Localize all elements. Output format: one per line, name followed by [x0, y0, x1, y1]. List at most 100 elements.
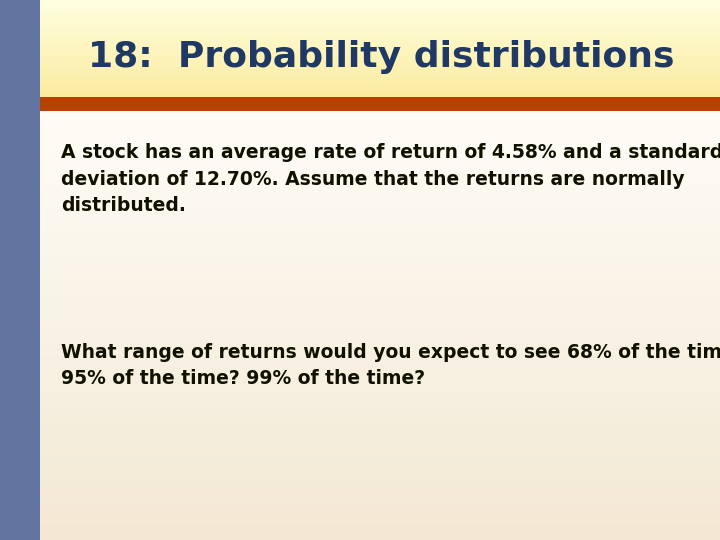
- Bar: [0, 113, 720, 122]
- Bar: [0, 187, 720, 195]
- Bar: [0, 32, 720, 35]
- Bar: [0, 495, 720, 503]
- Bar: [0, 355, 720, 364]
- Bar: [0, 14, 720, 17]
- Bar: [0, 531, 720, 540]
- Bar: [0, 9, 720, 12]
- Bar: [0, 45, 720, 48]
- Bar: [0, 12, 720, 15]
- Bar: [0, 275, 720, 284]
- Bar: [0, 74, 720, 77]
- Bar: [0, 62, 720, 65]
- Text: What range of returns would you expect to see 68% of the time?
95% of the time? : What range of returns would you expect t…: [61, 343, 720, 388]
- Bar: [0, 51, 720, 53]
- Bar: [0, 260, 720, 268]
- Bar: [0, 128, 720, 137]
- Bar: [0, 5, 720, 8]
- Bar: [0, 29, 720, 32]
- Bar: [0, 17, 720, 20]
- Bar: [0, 209, 720, 217]
- Bar: [0, 1, 720, 3]
- Bar: [0, 0, 40, 540]
- Bar: [0, 407, 720, 415]
- Bar: [0, 377, 720, 386]
- Bar: [0, 289, 720, 298]
- Bar: [0, 19, 720, 22]
- Bar: [0, 246, 720, 254]
- Bar: [0, 97, 720, 100]
- Text: A stock has an average rate of return of 4.58% and a standard
deviation of 12.70: A stock has an average rate of return of…: [61, 143, 720, 215]
- Bar: [0, 341, 720, 349]
- Bar: [0, 158, 720, 166]
- Bar: [0, 49, 720, 52]
- Bar: [0, 297, 720, 305]
- Bar: [0, 436, 720, 444]
- Bar: [0, 465, 720, 474]
- Bar: [0, 201, 720, 210]
- Bar: [0, 57, 720, 60]
- Bar: [0, 76, 720, 78]
- Bar: [0, 36, 720, 38]
- Bar: [0, 172, 720, 180]
- Bar: [0, 91, 720, 93]
- Bar: [0, 84, 720, 86]
- Bar: [0, 42, 720, 45]
- Bar: [0, 392, 720, 401]
- Bar: [0, 150, 720, 159]
- Bar: [0, 4, 720, 6]
- Bar: [0, 25, 720, 28]
- Bar: [0, 179, 720, 188]
- Bar: [0, 7, 720, 10]
- Bar: [0, 47, 720, 50]
- Bar: [0, 80, 720, 83]
- Bar: [0, 319, 720, 327]
- Bar: [0, 304, 720, 313]
- Bar: [0, 94, 720, 97]
- Bar: [0, 77, 720, 80]
- Bar: [0, 40, 720, 43]
- Bar: [0, 69, 720, 72]
- Bar: [0, 39, 720, 42]
- Bar: [0, 334, 720, 342]
- Bar: [0, 451, 720, 460]
- Bar: [0, 37, 720, 40]
- Bar: [0, 2, 720, 5]
- Bar: [0, 121, 720, 129]
- Bar: [0, 65, 720, 68]
- Bar: [0, 52, 720, 55]
- Bar: [0, 216, 720, 225]
- Bar: [0, 231, 720, 239]
- Bar: [0, 82, 720, 85]
- Bar: [0, 96, 720, 98]
- Bar: [0, 253, 720, 261]
- Bar: [0, 79, 720, 82]
- Bar: [0, 282, 720, 291]
- Bar: [0, 72, 720, 75]
- Bar: [0, 0, 720, 2]
- Bar: [0, 326, 720, 335]
- Bar: [0, 443, 720, 452]
- Bar: [0, 16, 720, 18]
- Bar: [0, 54, 720, 57]
- Bar: [0, 143, 720, 151]
- Bar: [0, 99, 720, 107]
- Bar: [0, 165, 720, 173]
- Bar: [0, 60, 720, 63]
- Text: 18:  Probability distributions: 18: Probability distributions: [89, 40, 675, 73]
- Bar: [0, 44, 720, 46]
- Bar: [0, 458, 720, 467]
- Bar: [0, 385, 720, 393]
- Bar: [0, 85, 720, 88]
- Bar: [0, 34, 720, 37]
- Bar: [0, 422, 720, 430]
- Bar: [0, 92, 720, 95]
- Bar: [0, 97, 720, 111]
- Bar: [0, 312, 720, 320]
- Bar: [0, 400, 720, 408]
- Bar: [0, 11, 720, 14]
- Bar: [0, 56, 720, 58]
- Bar: [0, 480, 720, 489]
- Bar: [0, 71, 720, 73]
- Bar: [0, 31, 720, 33]
- Bar: [0, 136, 720, 144]
